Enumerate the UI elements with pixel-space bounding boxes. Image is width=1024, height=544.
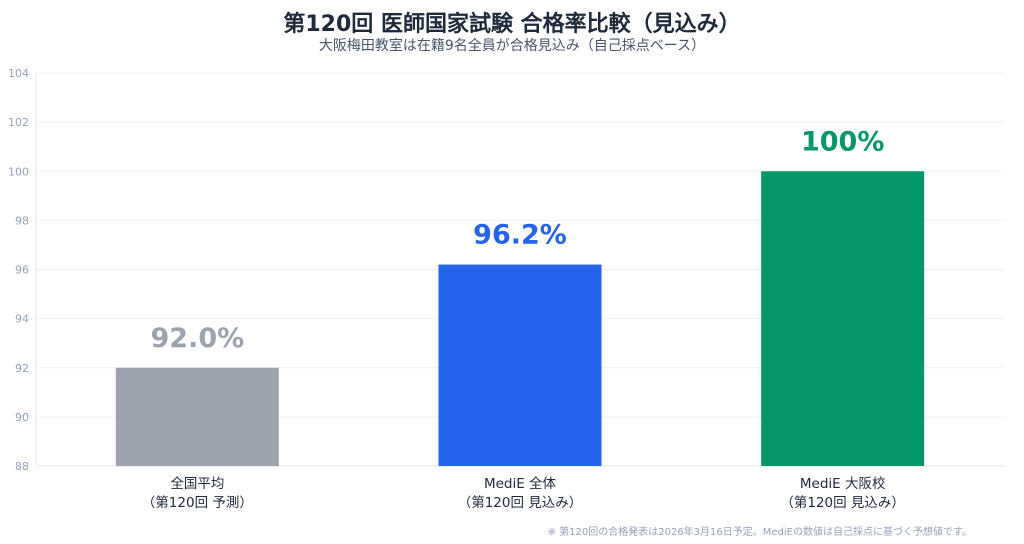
data-label: 100% bbox=[801, 126, 884, 157]
y-tick-label: 92 bbox=[15, 362, 29, 375]
bar bbox=[438, 264, 602, 466]
y-tick-label: 88 bbox=[15, 460, 29, 473]
bar bbox=[761, 171, 925, 466]
y-tick-label: 96 bbox=[15, 264, 29, 277]
data-label: 96.2% bbox=[473, 220, 567, 251]
y-tick-label: 100 bbox=[8, 165, 29, 178]
y-tick-label: 90 bbox=[15, 411, 29, 424]
chart-title: 第120回 医師国家試験 合格率比較（見込み） bbox=[283, 12, 741, 37]
data-label: 92.0% bbox=[150, 323, 244, 354]
footnote: ※ 第120回の合格発表は2026年3月16日予定。MediEの数値は自己採点に… bbox=[547, 527, 972, 538]
bar bbox=[115, 367, 279, 466]
x-category-sublabel: （第120回 見込み） bbox=[458, 494, 583, 511]
y-tick-label: 104 bbox=[8, 67, 29, 80]
x-category-sublabel: （第120回 予測） bbox=[142, 494, 253, 511]
y-tick-label: 98 bbox=[15, 214, 29, 227]
x-category-label: 全国平均 bbox=[170, 475, 224, 492]
chart-subtitle: 大阪梅田教室は在籍9名全員が合格見込み（自己採点ベース） bbox=[318, 38, 706, 54]
x-category-label: MediE 大阪校 bbox=[800, 475, 886, 492]
y-tick-label: 94 bbox=[15, 313, 29, 326]
x-category-sublabel: （第120回 見込み） bbox=[780, 494, 905, 511]
y-tick-label: 102 bbox=[8, 116, 29, 129]
x-category-label: MediE 全体 bbox=[484, 475, 557, 492]
